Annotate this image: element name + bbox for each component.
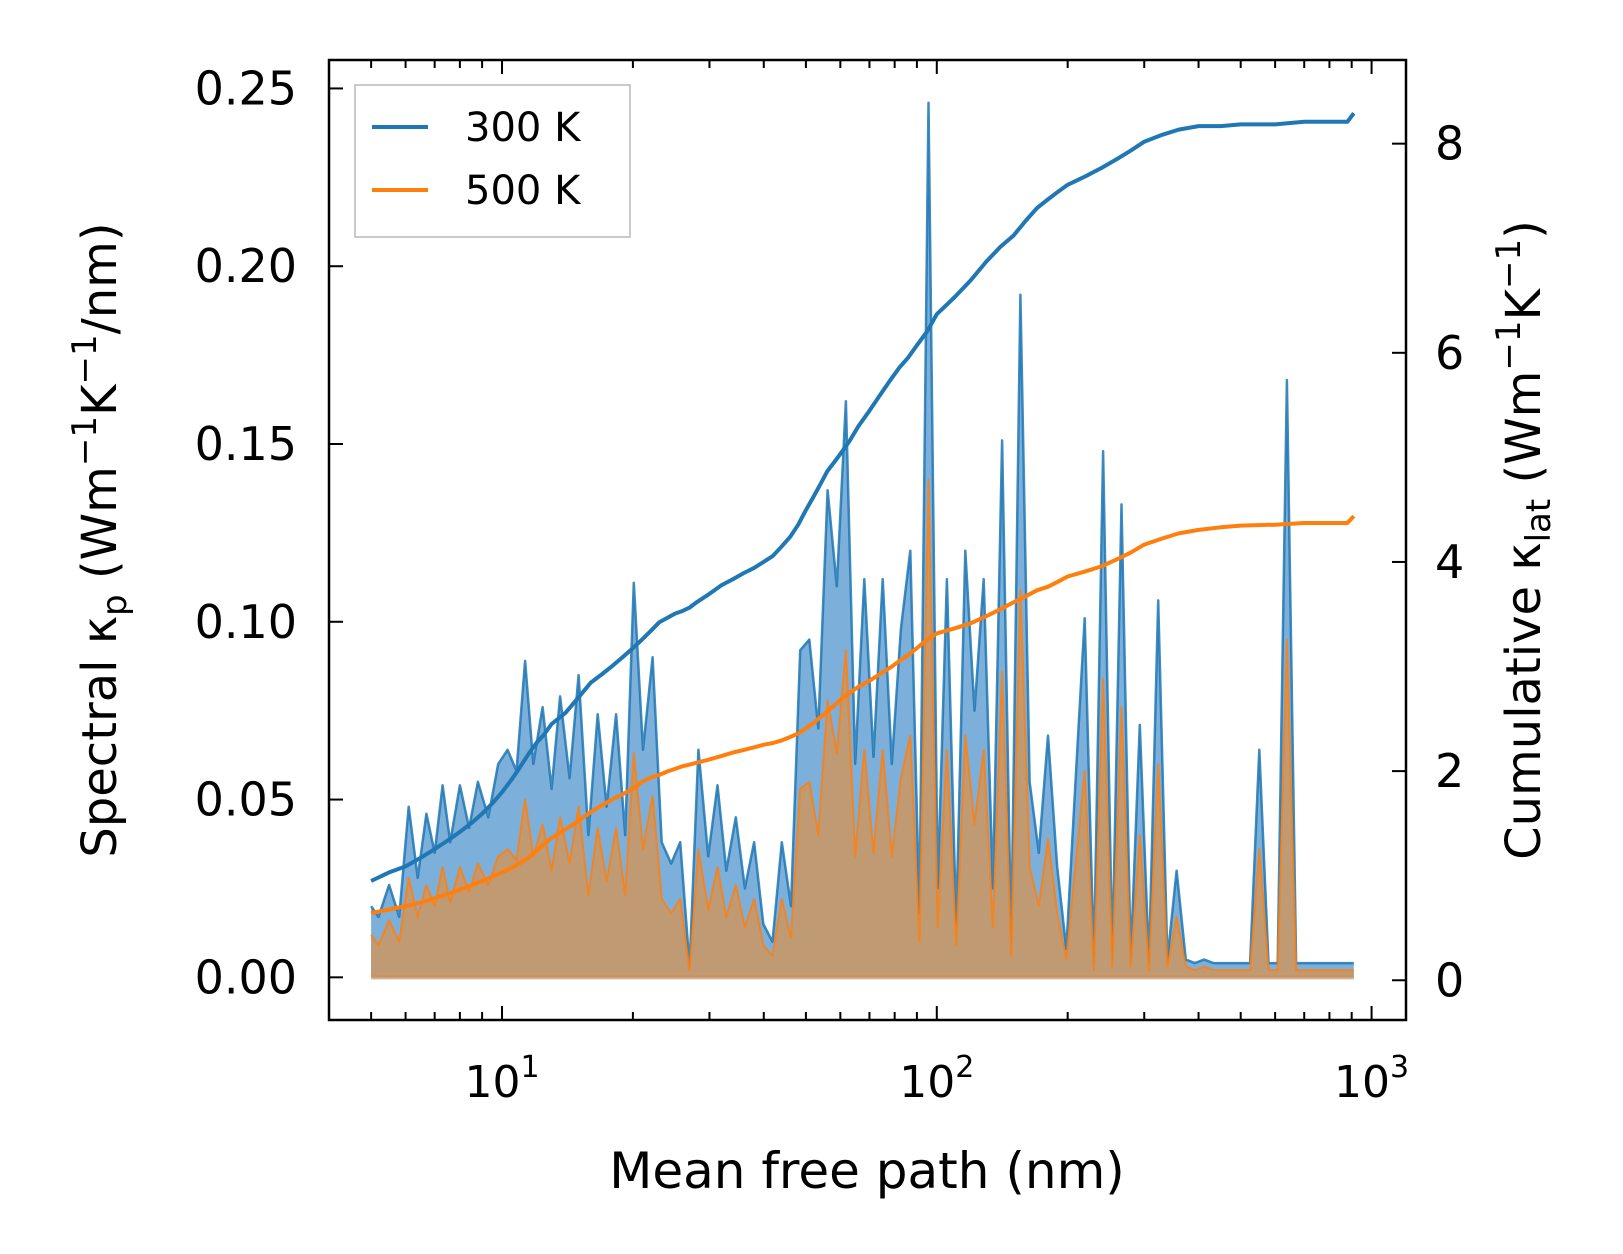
y-left-tick-label: 0.10 xyxy=(195,595,297,649)
y-left-tick-label: 0.15 xyxy=(195,417,297,471)
y-left-tick-label: 0.00 xyxy=(195,950,297,1004)
cumulative-line-300k xyxy=(370,112,1356,883)
x-tick-label: 103 xyxy=(1334,1050,1409,1108)
y-axis-label-right: Cumulative κlat (Wm−1K−1) xyxy=(1489,220,1559,860)
y-right-tick-label: 2 xyxy=(1435,744,1464,798)
y-right-tick-label: 8 xyxy=(1435,117,1464,171)
axes: 101 102 103 0.00 0.05 0.10 0.15 0.20 0.25 0 2 4 6 8 xyxy=(195,60,1464,1108)
legend-label-300k: 300 K xyxy=(465,105,582,151)
legend: 300 K 500 K xyxy=(354,84,631,238)
y-right-tick-label: 4 xyxy=(1435,535,1464,589)
spectral-line-300k xyxy=(370,101,1354,968)
legend-label-500k: 500 K xyxy=(465,168,582,214)
y-left-tick-label: 0.25 xyxy=(195,61,297,115)
y-left-tick-label: 0.20 xyxy=(195,239,297,293)
axes-frame xyxy=(327,58,1408,1022)
y-right-tick-label: 6 xyxy=(1435,326,1464,380)
x-axis-label: Mean free path (nm) xyxy=(609,1142,1125,1200)
y-left-tick-label: 0.05 xyxy=(195,773,297,827)
y-right-tick-label: 0 xyxy=(1435,953,1464,1007)
y-axis-label-left: Spectral κp (Wm−1K−1/nm) xyxy=(65,222,135,857)
cumulative-line-500k xyxy=(370,514,1356,915)
plot-area xyxy=(370,101,1356,980)
x-tick-label: 102 xyxy=(899,1050,974,1108)
spectral-line-500k xyxy=(370,478,1354,972)
x-tick-label: 101 xyxy=(464,1050,539,1108)
legend-box xyxy=(354,84,631,238)
